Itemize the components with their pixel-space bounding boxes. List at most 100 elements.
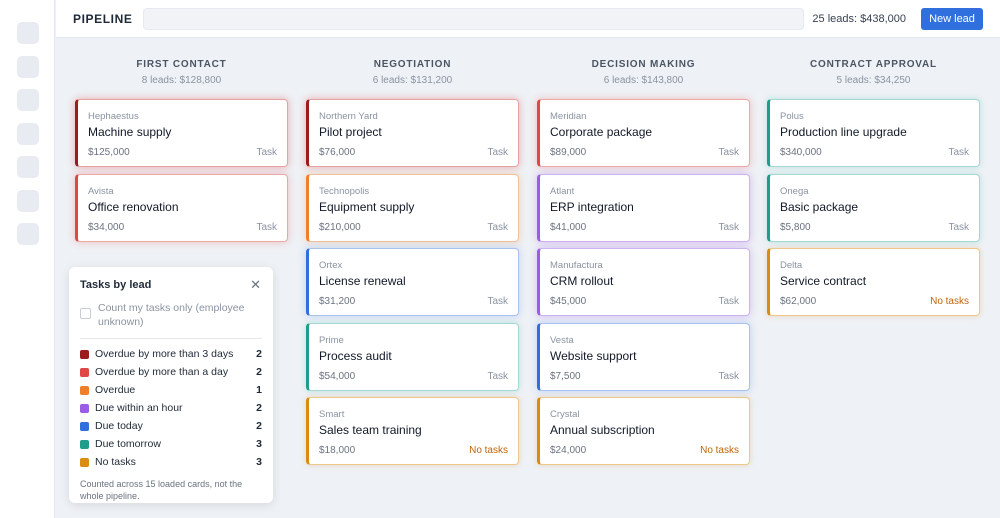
lead-card[interactable]: Delta Service contract $62,000 No tasks — [767, 248, 980, 316]
column-title: CONTRACT APPROVAL — [810, 59, 937, 70]
lead-title: Process audit — [319, 348, 392, 363]
sidebar-nav-item[interactable] — [17, 223, 39, 245]
lead-task-status[interactable]: Task — [718, 296, 739, 307]
legend-count: 2 — [256, 366, 262, 378]
lead-amount: $45,000 — [550, 296, 587, 307]
legend-swatch — [80, 458, 89, 467]
lead-title: Office renovation — [88, 199, 179, 214]
close-icon[interactable]: ✕ — [250, 277, 261, 292]
lead-company: Hephaestus — [88, 111, 139, 122]
sidebar-nav-item[interactable] — [17, 190, 39, 212]
lead-card[interactable]: Vesta Website support $7,500 Task — [537, 322, 750, 391]
lead-amount: $54,000 — [319, 370, 356, 382]
lead-card[interactable]: Avista Office renovation $34,000 Task — [75, 173, 288, 242]
legend-count: 2 — [256, 402, 262, 414]
lead-task-status[interactable]: Task — [487, 147, 508, 158]
lead-card[interactable]: Polus Production line upgrade $340,000 Task — [767, 99, 980, 167]
column-subtitle: 5 leads: $34,250 — [836, 75, 911, 86]
lead-task-status[interactable]: No tasks — [700, 445, 739, 456]
lead-amount: $18,000 — [319, 445, 356, 456]
lead-card[interactable]: Crystal Annual subscription $24,000 No task… — [537, 397, 750, 465]
lead-amount: $24,000 — [550, 445, 587, 456]
lead-card[interactable]: Hephaestus Machine supply $125,000 Task — [75, 99, 288, 167]
lead-task-status[interactable]: Task — [487, 370, 508, 382]
my-tasks-checkbox[interactable] — [80, 308, 91, 319]
my-tasks-checkbox-label[interactable]: Count my tasks only (employee unknown) — [98, 302, 245, 328]
lead-amount: $62,000 — [780, 296, 817, 307]
lead-card[interactable]: Northern Yard Pilot project $76,000 Task — [306, 99, 519, 167]
legend-swatch — [80, 386, 89, 395]
legend-count: 2 — [256, 420, 262, 432]
lead-company: Technopolis — [319, 185, 370, 197]
legend-item: Overdue by more than 3 days 2 — [80, 348, 262, 362]
sidebar-nav-item[interactable] — [17, 89, 39, 111]
legend-count: 2 — [256, 348, 262, 360]
legend-label: No tasks — [95, 456, 136, 468]
legend-item: Due today 2 — [80, 420, 262, 434]
top-bar: PIPELINE 25 leads: $438,000 New lead — [56, 0, 1000, 38]
lead-card[interactable]: Technopolis Equipment supply $210,000 Task — [306, 173, 519, 242]
legend-swatch — [80, 422, 89, 431]
lead-task-status[interactable]: Task — [948, 147, 969, 158]
lead-card[interactable]: Onega Basic package $5,800 Task — [767, 173, 980, 242]
lead-title: License renewal — [319, 274, 406, 288]
lead-task-status[interactable]: No tasks — [469, 445, 508, 456]
lead-title: Production line upgrade — [780, 125, 907, 139]
legend-item: Overdue by more than a day 2 — [80, 366, 262, 380]
lead-task-status[interactable]: Task — [718, 221, 739, 233]
sidebar-nav-item[interactable] — [17, 22, 39, 44]
lead-title: Service contract — [780, 274, 867, 288]
lead-amount: $125,000 — [88, 147, 130, 158]
lead-task-status[interactable]: Task — [487, 296, 508, 307]
legend-swatch — [80, 368, 89, 377]
lead-amount: $7,500 — [550, 370, 581, 382]
lead-task-status[interactable]: No tasks — [930, 296, 969, 307]
legend-item: Due within an hour 2 — [80, 402, 262, 416]
sidebar-nav-item[interactable] — [17, 56, 39, 78]
lead-card[interactable]: Meridian Corporate package $89,000 Task — [537, 99, 750, 167]
lead-title: Corporate package — [550, 125, 653, 139]
lead-task-status[interactable]: Task — [948, 221, 969, 233]
legend-label: Overdue by more than a day — [95, 366, 229, 378]
search-input[interactable] — [143, 8, 804, 30]
column-subtitle: 8 leads: $128,800 — [141, 75, 222, 86]
lead-company: Delta — [780, 260, 803, 271]
lead-task-status[interactable]: Task — [256, 147, 277, 158]
lead-card[interactable]: Prime Process audit $54,000 Task — [306, 322, 519, 391]
column-subtitle: 6 leads: $131,200 — [372, 75, 453, 86]
column-title: DECISION MAKING — [591, 59, 696, 70]
new-lead-button[interactable]: New lead — [921, 8, 983, 30]
column-header: DECISION MAKING 6 leads: $143,800 — [537, 59, 750, 99]
lead-amount: $210,000 — [319, 221, 361, 233]
legend-item: Overdue 1 — [80, 384, 262, 398]
sidebar-nav-item[interactable] — [17, 123, 39, 145]
legend-count: 3 — [256, 438, 262, 450]
lead-title: Annual subscription — [550, 423, 655, 437]
lead-company: Atlant — [550, 185, 575, 197]
lead-card[interactable]: Atlant ERP integration $41,000 Task — [537, 173, 750, 242]
column-negotiation: NEGOTIATION 6 leads: $131,200 Northern Y… — [306, 58, 519, 465]
lead-amount: $340,000 — [780, 147, 822, 158]
lead-company: Onega — [780, 185, 809, 197]
lead-company: Avista — [88, 185, 114, 197]
sidebar-nav-item[interactable] — [17, 156, 39, 178]
lead-task-status[interactable]: Task — [487, 221, 508, 233]
legend-label: Overdue by more than 3 days — [95, 348, 234, 360]
lead-title: Sales team training — [319, 423, 422, 437]
lead-title: Website support — [550, 348, 637, 363]
column-subtitle: 6 leads: $143,800 — [603, 75, 684, 86]
lead-task-status[interactable]: Task — [256, 221, 277, 233]
legend-item: No tasks 3 — [80, 456, 262, 470]
sidebar — [0, 0, 55, 518]
lead-task-status[interactable]: Task — [718, 147, 739, 158]
lead-card[interactable]: Ortex License renewal $31,200 Task — [306, 248, 519, 316]
lead-company: Ortex — [319, 260, 343, 271]
lead-card[interactable]: Smart Sales team training $18,000 No tasks — [306, 397, 519, 465]
lead-card[interactable]: Manufactura CRM rollout $45,000 Task — [537, 248, 750, 316]
lead-amount: $41,000 — [550, 221, 587, 233]
legend-item: Due tomorrow 3 — [80, 438, 262, 452]
legend-swatch — [80, 440, 89, 449]
lead-task-status[interactable]: Task — [718, 370, 739, 382]
lead-amount: $5,800 — [780, 221, 811, 233]
lead-company: Northern Yard — [319, 111, 378, 122]
